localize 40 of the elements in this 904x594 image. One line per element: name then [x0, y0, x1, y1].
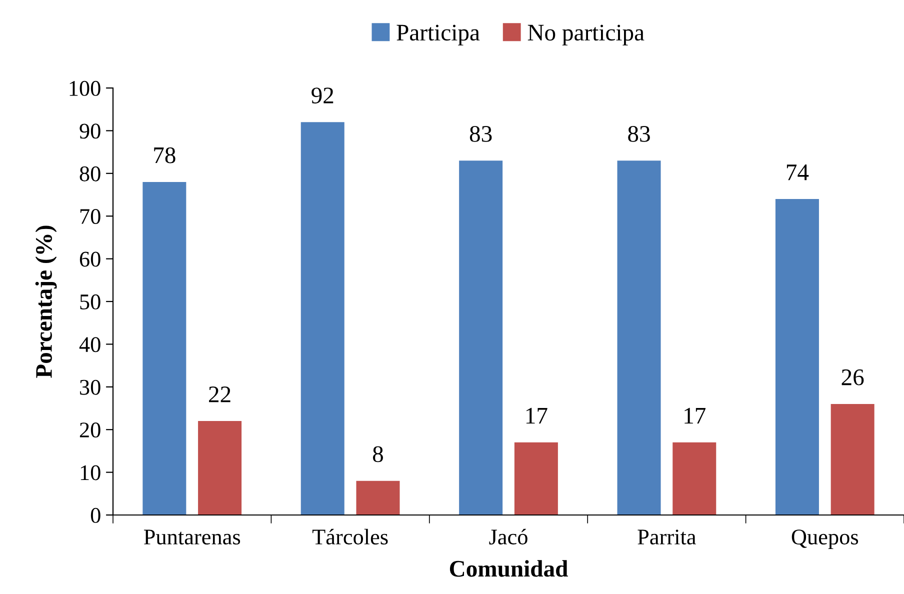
y-tick-label: 80: [80, 166, 100, 182]
legend-label: No participa: [528, 24, 644, 46]
y-tick-label: 90: [80, 124, 100, 139]
x-tick-label: Quepos: [792, 530, 858, 550]
data-label: 83: [628, 126, 650, 142]
bar: [459, 160, 503, 515]
bar: [514, 442, 558, 515]
data-label: 26: [842, 369, 864, 386]
y-tick-label: 70: [80, 209, 100, 224]
y-tick-label: 30: [80, 380, 100, 395]
data-label: 8: [372, 446, 383, 462]
y-tick-label: 60: [80, 252, 100, 267]
bar: [300, 122, 344, 515]
data-label: 17: [684, 408, 706, 424]
y-tick-label: 50: [80, 294, 100, 310]
data-label: 92: [312, 88, 334, 104]
bar: [198, 421, 242, 515]
bar: [356, 480, 400, 515]
x-tick-label: Parrita: [638, 530, 696, 545]
y-tick-label: 100: [70, 80, 100, 96]
data-label: 83: [470, 126, 492, 142]
y-tick-label: 40: [79, 337, 100, 352]
bar: [775, 199, 819, 515]
bar: [617, 160, 661, 515]
y-tick-label: 20: [80, 422, 100, 438]
data-label: 17: [526, 408, 548, 424]
data-label: 74: [786, 164, 809, 180]
x-tick-label: Puntarenas: [144, 530, 240, 545]
x-axis-title: Comunidad: [450, 560, 568, 577]
legend-label: Participa: [396, 24, 480, 46]
bar: [672, 442, 716, 515]
y-tick-label: 0: [90, 508, 100, 523]
y-tick-label: 10: [80, 465, 100, 480]
x-tick-label: Jacó: [489, 528, 528, 545]
bar: [142, 182, 186, 515]
bar: [830, 404, 874, 515]
data-label: 78: [154, 147, 176, 164]
x-tick-label: Tárcoles: [312, 528, 388, 545]
data-label: 22: [209, 386, 230, 402]
y-axis-title: Porcentaje (%): [35, 226, 57, 378]
